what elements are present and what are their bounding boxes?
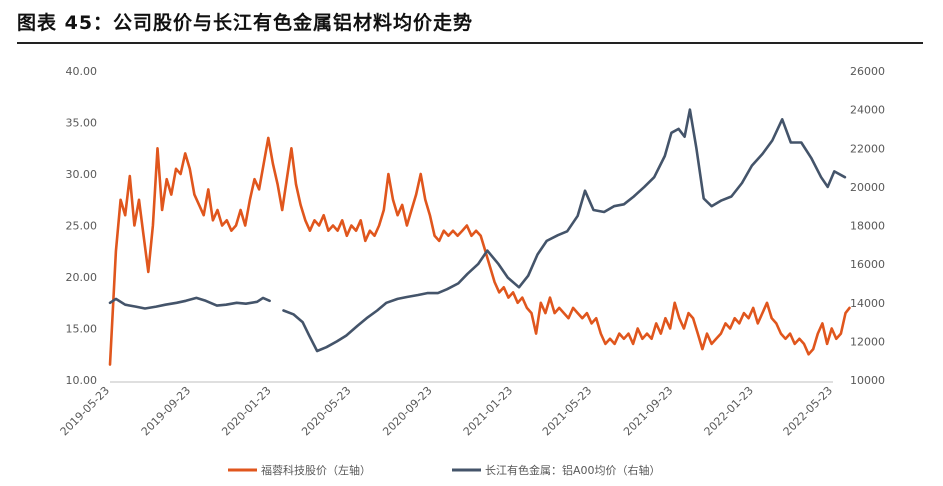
x-tick-label: 2021-09-23	[621, 384, 675, 438]
y-left-tick-label: 10.00	[66, 374, 98, 387]
y-right-tick-label: 16000	[850, 258, 885, 271]
legend: 福蓉科技股价（左轴） 长江有色金属：铝A00均价（右轴）	[228, 463, 661, 477]
plot-area	[108, 108, 851, 366]
x-tick-label: 2021-05-23	[540, 384, 594, 438]
x-axis: 2019-05-23 2019-09-23 2020-01-23 2020-05-23…	[58, 381, 835, 438]
y-left-tick-label: 30.00	[66, 168, 98, 181]
y-right-tick-label: 26000	[850, 65, 885, 78]
y-left-tick-label: 15.00	[66, 323, 98, 336]
x-tick-label: 2020-09-23	[380, 384, 434, 438]
y-left-tick-label: 25.00	[66, 220, 98, 233]
y-left-tick-label: 35.00	[66, 117, 98, 130]
y-right-tick-label: 10000	[850, 374, 885, 387]
y-right-tick-label: 24000	[850, 104, 885, 117]
y-right-tick-label: 12000	[850, 335, 885, 348]
x-tick-label: 2020-01-23	[219, 384, 273, 438]
x-tick-label: 2019-05-23	[58, 384, 112, 438]
legend-label: 福蓉科技股价（左轴）	[261, 463, 371, 477]
y-left-tick-label: 40.00	[66, 65, 98, 78]
y-right-tick-label: 22000	[850, 142, 885, 155]
x-tick-label: 2022-01-23	[702, 384, 756, 438]
x-tick-label: 2020-05-23	[299, 384, 353, 438]
series-line-stock-price	[108, 136, 851, 366]
x-tick-label: 2022-05-23	[781, 384, 835, 438]
y-axis-right: 10000 12000 14000 16000 18000 20000 22000 24000…	[850, 65, 885, 387]
legend-label: 长江有色金属：铝A00均价（右轴）	[485, 463, 661, 477]
x-tick-label: 2021-01-23	[461, 384, 515, 438]
y-right-tick-label: 18000	[850, 220, 885, 233]
y-left-tick-label: 20.00	[66, 271, 98, 284]
y-right-tick-label: 20000	[850, 181, 885, 194]
x-tick-label: 2019-09-23	[139, 384, 193, 438]
series-line-aluminum-price	[108, 108, 847, 353]
chart-title: 图表 45：公司股价与长江有色金属铝材料均价走势	[17, 12, 474, 34]
title-rule	[17, 42, 923, 44]
y-right-tick-label: 14000	[850, 297, 885, 310]
y-axis-left: 10.00 15.00 20.00 25.00 30.00 35.00 40.00	[66, 65, 98, 387]
